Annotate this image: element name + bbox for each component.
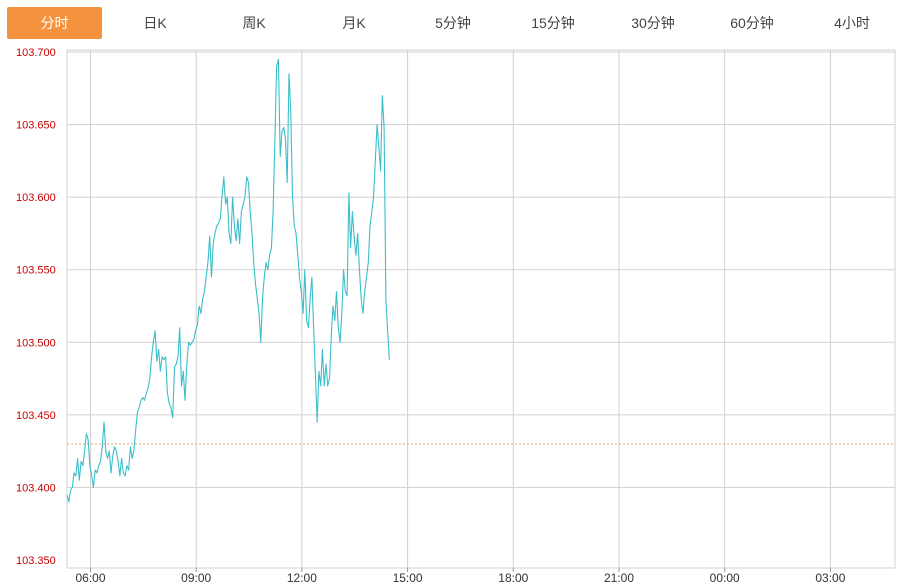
tab-15min[interactable]: 15分钟 [531,15,575,31]
x-axis-ticks: 06:00 09:00 12:00 15:00 18:00 21:00 00:00 03:00 [75,571,845,585]
tab-daily-k[interactable]: 日K [143,15,167,31]
tab-timeshare[interactable]: 分时 [7,7,102,39]
chart-grid [66,49,896,572]
x-tick-label: 15:00 [393,571,423,585]
x-tick-label: 18:00 [498,571,528,585]
y-tick-label: 103.700 [16,47,56,59]
tab-monthly-k[interactable]: 月K [342,15,366,31]
tab-weekly-k[interactable]: 周K [242,15,266,31]
y-tick-label: 103.450 [16,410,56,422]
tab-60min[interactable]: 60分钟 [730,15,774,31]
tab-30min[interactable]: 30分钟 [631,15,675,31]
x-tick-label: 09:00 [181,571,211,585]
chart-period-tabs: 分时 日K 周K 月K 5分钟 15分钟 30分钟 60分钟 4小时 [0,0,899,46]
price-line [66,58,390,503]
tab-5min[interactable]: 5分钟 [435,15,471,31]
y-tick-label: 103.350 [16,555,56,567]
x-tick-label: 06:00 [75,571,105,585]
y-tick-label: 103.400 [16,482,56,494]
price-series [66,58,390,503]
y-tick-label: 103.600 [16,192,56,204]
y-tick-label: 103.500 [16,337,56,349]
x-tick-label: 21:00 [604,571,634,585]
tab-4hour[interactable]: 4小时 [834,15,870,31]
plot-border [66,49,896,569]
y-tick-label: 103.550 [16,265,56,277]
x-tick-label: 00:00 [710,571,740,585]
x-tick-label: 03:00 [815,571,845,585]
y-axis-ticks: 103.350 103.400 103.450 103.500 103.550 103.6… [16,47,56,567]
x-tick-label: 12:00 [287,571,317,585]
y-tick-label: 103.650 [16,120,56,132]
